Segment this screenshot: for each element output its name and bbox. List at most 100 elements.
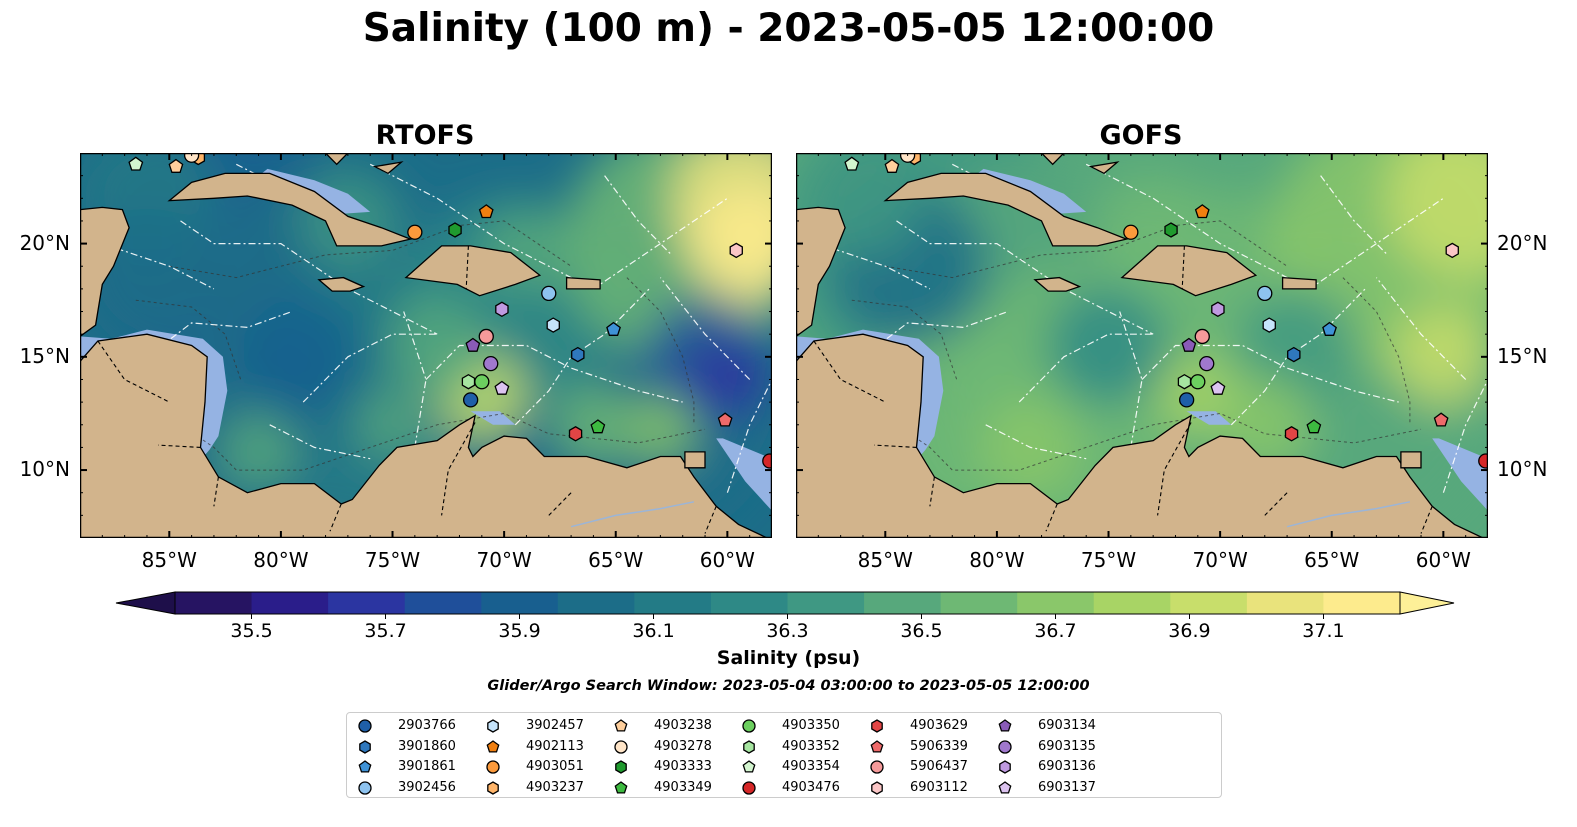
- land: [1040, 153, 1065, 166]
- lat-tick-label: 15°N: [1497, 343, 1548, 368]
- float-marker-4903476: [1478, 453, 1488, 469]
- river: [1286, 501, 1411, 528]
- colorbar-segment: [864, 592, 942, 614]
- legend-label: 4903237: [526, 779, 584, 795]
- float-marker-6903136: [495, 301, 509, 318]
- float-marker-3901860: [571, 346, 585, 363]
- float-marker-6903112: [1445, 242, 1459, 259]
- lat-tick-label: 20°N: [1497, 230, 1548, 255]
- land: [317, 276, 366, 292]
- legend-marker-circle-icon: [614, 739, 628, 754]
- legend-marker-pentagon-icon: [614, 719, 628, 732]
- eez-boundary: [514, 288, 650, 426]
- legend-marker-circle-icon: [742, 780, 756, 795]
- float-marker-6903136: [1211, 301, 1225, 318]
- land: [167, 172, 413, 247]
- colorbar-segment: [1323, 592, 1401, 614]
- float-marker-2903766: [1178, 392, 1195, 408]
- colorbar-segment: [710, 592, 788, 614]
- country-border: [441, 422, 476, 516]
- search-window-text: Glider/Argo Search Window: 2023-05-04 03…: [487, 678, 1090, 694]
- colorbar-tick-mark: [653, 614, 655, 619]
- lon-tick-label: 80°W: [253, 548, 309, 572]
- legend-marker-circle-icon: [486, 760, 500, 774]
- salinity-patch: [218, 411, 299, 492]
- eez-boundary: [1141, 344, 1399, 403]
- map-panel-gofs: [796, 153, 1488, 538]
- eez-boundary: [1230, 288, 1366, 426]
- float-marker-3902456: [1257, 285, 1273, 302]
- eez-boundary: [102, 243, 215, 290]
- country-border: [1264, 492, 1288, 516]
- eez-boundary: [726, 379, 772, 493]
- legend-label: 4903629: [910, 718, 968, 733]
- colorbar-tick-label: 37.1: [1302, 620, 1345, 642]
- colorbar-segment: [404, 592, 482, 614]
- float-marker-6903137: [1210, 380, 1226, 395]
- lon-tick-label: 70°W: [476, 548, 532, 572]
- shallow-water: [1186, 411, 1232, 425]
- float-marker-4903051: [407, 224, 423, 240]
- country-border: [1045, 503, 1058, 532]
- legend-label: 4903354: [782, 759, 840, 774]
- legend-marker-hexagon-icon: [999, 760, 1011, 774]
- land: [565, 276, 601, 290]
- float-legend: 2903766 3901860 3901861 3902456 3902457 49021…: [346, 712, 1222, 798]
- colorbar-tick-label: 36.3: [766, 620, 809, 642]
- eez-boundary: [369, 163, 728, 290]
- eez-boundary: [269, 424, 371, 460]
- lat-tick-label: 10°N: [1497, 457, 1548, 482]
- land: [404, 245, 542, 297]
- isobath: [169, 220, 572, 279]
- colorbar-segment: [251, 592, 329, 614]
- country-border: [704, 506, 717, 534]
- colorbar-segment: [328, 592, 406, 614]
- isobath: [1342, 277, 1411, 425]
- legend-label: 6903134: [1038, 718, 1096, 733]
- legend-label: 4903350: [782, 718, 840, 733]
- colorbar-tick-label: 35.9: [498, 620, 541, 642]
- lon-tick-label: 65°W: [588, 548, 644, 572]
- country-border: [213, 476, 219, 507]
- country-border: [1420, 506, 1433, 534]
- float-marker-6903112: [729, 242, 743, 259]
- legend-label: 4903349: [654, 779, 712, 795]
- float-marker-4903349: [590, 419, 606, 434]
- country-border: [1157, 422, 1192, 516]
- isobath: [626, 277, 695, 425]
- salinity-patch: [689, 183, 772, 304]
- eez-boundary: [1375, 277, 1467, 380]
- float-marker-4902113: [478, 204, 494, 219]
- salinity-patch: [387, 295, 488, 396]
- land: [1088, 161, 1120, 175]
- colorbar-tick-mark: [920, 614, 922, 619]
- float-marker-4902113: [1194, 204, 1210, 219]
- legend-label: 6903135: [1038, 738, 1096, 754]
- lon-tick-label: 60°W: [699, 548, 755, 572]
- float-marker-4903629: [568, 426, 583, 442]
- legend-marker-circle-icon: [358, 780, 372, 795]
- float-marker-4903278: [899, 153, 916, 163]
- float-marker-4903333: [1164, 222, 1178, 238]
- map-frame: [80, 153, 772, 538]
- legend-label: 3901861: [398, 759, 456, 774]
- float-marker-3902456: [541, 285, 557, 302]
- colorbar-segment: [481, 592, 559, 614]
- legend-label: 4903051: [526, 759, 584, 774]
- legend-marker-hexagon-icon: [615, 760, 627, 774]
- salinity-patch: [687, 339, 768, 420]
- float-marker-4903354: [844, 156, 860, 171]
- float-marker-4903350: [474, 374, 490, 390]
- eez-boundary: [302, 333, 438, 403]
- colorbar-segment: [557, 592, 635, 614]
- colorbar-label: Salinity (psu): [716, 647, 861, 669]
- panel-title-rtofs: RTOFS: [375, 120, 475, 151]
- float-marker-4903629: [1284, 426, 1299, 442]
- colorbar-tick-label: 36.9: [1168, 620, 1211, 642]
- eez-boundary: [604, 175, 672, 256]
- salinity-patch: [357, 389, 428, 460]
- country-border: [329, 503, 342, 532]
- legend-label: 3902457: [526, 718, 584, 733]
- legend-label: 3901860: [398, 738, 456, 754]
- colorbar-segment: [940, 592, 1018, 614]
